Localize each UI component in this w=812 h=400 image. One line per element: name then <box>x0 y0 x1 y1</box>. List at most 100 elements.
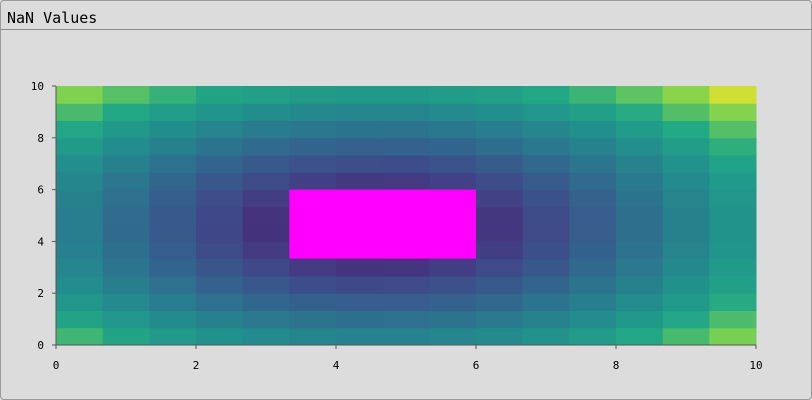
heatmap-cell <box>709 327 757 346</box>
heatmap-cell <box>616 155 664 173</box>
heatmap-cell <box>616 241 664 260</box>
heatmap-cell <box>56 206 104 225</box>
heatmap-cell <box>476 189 524 208</box>
heatmap-cell <box>242 327 290 346</box>
heatmap-cell <box>522 241 570 260</box>
heatmap-cell <box>476 206 524 225</box>
heatmap-cell <box>102 189 150 208</box>
heatmap-cell <box>709 120 757 139</box>
heatmap-cell <box>56 275 104 294</box>
heatmap-cell <box>336 293 384 311</box>
heatmap-cell <box>56 327 104 346</box>
heatmap-cell <box>102 327 150 346</box>
heatmap-cell <box>569 120 617 139</box>
heatmap-cell <box>382 327 430 346</box>
heatmap-cell <box>709 224 757 242</box>
heatmap-cell <box>102 224 150 242</box>
heatmap-cell <box>662 258 710 277</box>
heatmap-cell <box>149 137 197 156</box>
heatmap-cell <box>569 86 617 104</box>
heatmap-cell <box>242 86 290 104</box>
heatmap-cell <box>289 293 337 311</box>
heatmap-cell <box>429 155 477 173</box>
y-tick-label: 2 <box>37 287 44 300</box>
heatmap-cell <box>196 137 244 156</box>
heatmap-cell <box>102 155 150 173</box>
y-tick-label: 6 <box>37 184 44 197</box>
heatmap-cell <box>662 327 710 346</box>
heatmap-cell <box>662 189 710 208</box>
heatmap-cell <box>196 206 244 225</box>
heatmap-cell <box>522 293 570 311</box>
heatmap-cell <box>569 327 617 346</box>
heatmap-cell <box>242 103 290 122</box>
heatmap-cell <box>289 137 337 156</box>
heatmap-cell <box>149 224 197 242</box>
heatmap-cell <box>102 241 150 260</box>
heatmap-cell <box>709 258 757 277</box>
heatmap-cell <box>289 172 337 191</box>
nan-cell-block <box>289 189 476 259</box>
heatmap-cell <box>289 120 337 139</box>
x-tick-label: 6 <box>473 359 480 372</box>
heatmap-cell <box>662 241 710 260</box>
heatmap-cell <box>336 103 384 122</box>
heatmap-cell <box>242 275 290 294</box>
heatmap-cell <box>522 120 570 139</box>
heatmap-cell <box>149 327 197 346</box>
heatmap-cell <box>709 86 757 104</box>
heatmap-cell <box>616 293 664 311</box>
heatmap-cell <box>616 103 664 122</box>
heatmap-cell <box>662 86 710 104</box>
x-tick-label: 4 <box>333 359 340 372</box>
x-tick-label: 8 <box>613 359 620 372</box>
heatmap-cell <box>149 206 197 225</box>
heatmap-cell <box>56 241 104 260</box>
heatmap-cell <box>662 155 710 173</box>
heatmap-cell <box>196 155 244 173</box>
heatmap-cell <box>149 86 197 104</box>
heatmap-cell <box>56 224 104 242</box>
heatmap-cell <box>242 206 290 225</box>
heatmap-cell <box>289 155 337 173</box>
heatmap-cell <box>709 137 757 156</box>
heatmap-cell <box>569 103 617 122</box>
y-tick-label: 4 <box>37 235 44 248</box>
heatmap-cell <box>336 120 384 139</box>
heatmap-cell <box>616 120 664 139</box>
heatmap-cell <box>476 327 524 346</box>
heatmap-cell <box>149 155 197 173</box>
heatmap-cell <box>242 310 290 329</box>
heatmap-cell <box>569 224 617 242</box>
heatmap-cell <box>102 172 150 191</box>
heatmap-cell <box>522 310 570 329</box>
heatmap-cell <box>382 258 430 277</box>
heatmap-cell <box>149 310 197 329</box>
heatmap-cell <box>662 120 710 139</box>
heatmap-cell <box>56 293 104 311</box>
heatmap-cell <box>476 137 524 156</box>
heatmap-cell <box>616 172 664 191</box>
nan-region <box>289 189 476 259</box>
heatmap-cell <box>616 206 664 225</box>
heatmap-cell <box>336 310 384 329</box>
heatmap-cell <box>102 275 150 294</box>
heatmap-cell <box>382 103 430 122</box>
heatmap-cell <box>522 206 570 225</box>
heatmap-cell <box>429 120 477 139</box>
heatmap-cell <box>616 258 664 277</box>
heatmap-cell <box>289 275 337 294</box>
heatmap-cell <box>522 86 570 104</box>
heatmap-cell <box>102 137 150 156</box>
heatmap-cell <box>336 327 384 346</box>
heatmap-cell <box>569 137 617 156</box>
heatmap-cell <box>289 86 337 104</box>
heatmap-cell <box>522 327 570 346</box>
heatmap-cell <box>569 310 617 329</box>
heatmap-cell <box>616 86 664 104</box>
heatmap-cell <box>56 310 104 329</box>
heatmap-cell <box>196 103 244 122</box>
heatmap-cell <box>196 241 244 260</box>
heatmap-cell <box>476 155 524 173</box>
